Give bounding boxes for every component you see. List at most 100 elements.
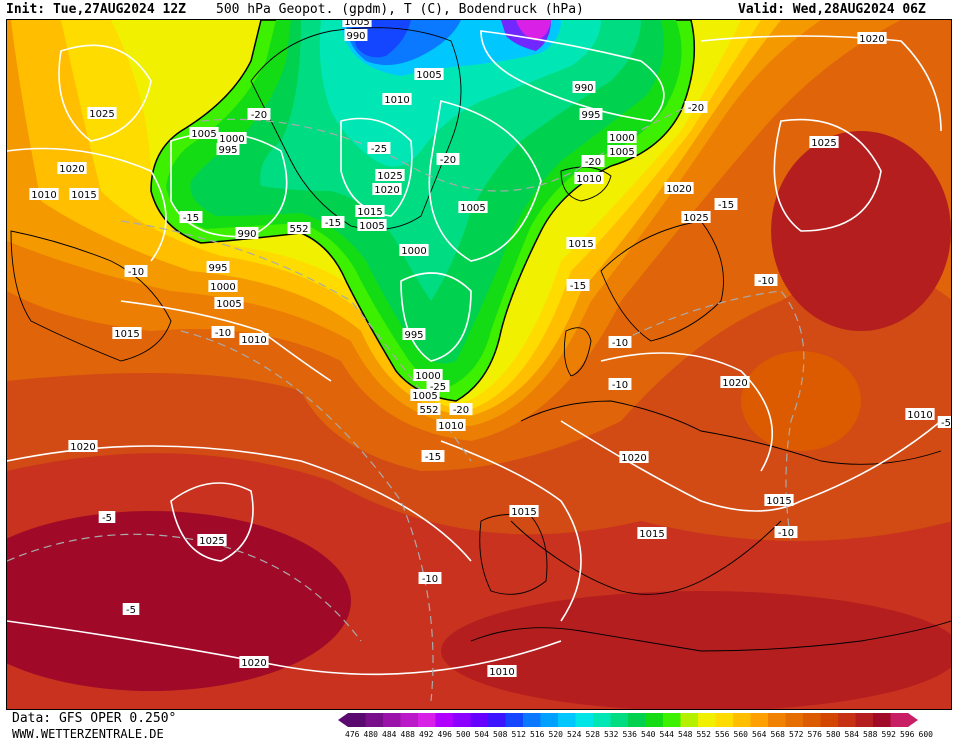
temperature-label: -10 [758,276,774,287]
temperature-label-box [98,511,116,523]
temperature-label-box [124,265,148,277]
pressure-label: 1015 [114,329,139,340]
colorbar-tick-label: 528 [585,730,600,739]
colorbar-tick-label: 564 [752,730,767,739]
pressure-label-box [619,451,649,463]
colorbar-tick-label: 580 [826,730,841,739]
geopotential-label: 552 [419,405,438,416]
colorbar-segment [453,713,471,727]
pressure-label-box [637,527,667,539]
colorbar-tick-label: 560 [733,730,748,739]
coast-iceland [560,166,612,202]
pressure-label-box [905,408,935,420]
temperature-label-box [211,326,235,338]
chart-title: 500 hPa Geopot. (gpdm), T (C), Bodendruc… [216,2,584,17]
pressure-label: 1020 [70,442,95,453]
isobar-1015-med [560,420,942,512]
temperature-label: -15 [425,452,441,463]
pressure-label-box [372,183,402,195]
pressure-label-box [607,145,637,157]
isobar-1025-canada [58,44,152,142]
colorbar-tick-label: 548 [678,730,693,739]
colorbar-tick-label: 568 [770,730,785,739]
temperature-label: -25 [430,382,446,393]
pressure-label-box [206,261,230,273]
temperature-label: -10 [778,528,794,539]
colorbar-tick-label: 596 [900,730,915,739]
coast-africa [470,620,951,652]
pressure-label: 1000 [401,246,426,257]
pressure-label-box [857,32,887,44]
pressure-label: 1020 [722,378,747,389]
colorbar-tick-label: 504 [474,730,489,739]
colorbar-segment [750,713,769,727]
temperature-label-box [321,216,345,228]
pressure-label-box [458,201,488,213]
colorbar-segment [663,713,681,727]
colorbar-tick-label: 476 [345,730,360,739]
pressure-label-box [68,440,98,452]
colorbar-tick-label: 532 [604,730,619,739]
pressure-label: 1000 [219,134,244,145]
colorbar-segment [628,713,646,727]
temperature-label: -20 [585,157,601,168]
temperature-label-box [426,380,450,392]
temperature-label: -15 [718,200,734,211]
temperature-label-box [421,450,445,462]
colorbar-tick-label: 584 [844,730,859,739]
pressure-label-box [402,328,426,340]
colorbar-segment [558,713,576,727]
colorbar-segment [610,713,629,727]
init-time: Init: Tue,27AUG2024 12Z [6,2,187,17]
pressure-label-box [69,188,99,200]
pressure-label: 1025 [377,171,402,182]
colorbar-segment [488,713,506,727]
pressure-label-box [355,205,385,217]
temperature-label: -20 [251,110,267,121]
pressure-label: 1020 [59,164,84,175]
pressure-label: 1010 [576,174,601,185]
pressure-label-box [399,244,429,256]
pressure-label: 1010 [907,410,932,421]
pressure-label-box [436,419,466,431]
colorbar-segment [505,713,524,727]
warm-core-atlantic [7,511,351,691]
temperature-label: -10 [215,328,231,339]
colorbar-tick-label: 512 [511,730,526,739]
weather-map[interactable]: 1005 990 1005 990 1010 995 1025 1005 1000 995 1000… [6,19,952,710]
isobar-1020-atlantic [7,147,167,262]
pressure-label: 1005 [191,129,216,140]
colorbar-tick-label: 572 [789,730,804,739]
colorbar-segment [715,713,734,727]
isobar-1025-greenland [340,117,413,217]
pressure-label-box [189,127,219,139]
temperature-label-box [367,142,391,154]
temperature-label: -25 [371,144,387,155]
temperature-label-box [754,274,778,286]
temperature-label-box [566,279,590,291]
coast-canada [10,230,172,362]
pressure-label: 1020 [666,184,691,195]
colorbar-segment [400,713,419,727]
pressure-label: 990 [574,83,593,94]
pressure-label-box [344,29,368,41]
colorbar-tick-label: 496 [437,730,452,739]
pressure-label-box [720,376,750,388]
pressure-label: 1015 [357,207,382,218]
colorbar-segment [575,713,594,727]
pressure-label: 1025 [199,536,224,547]
pressure-label-box [487,665,517,677]
pressure-label-box [764,494,794,506]
pressure-label-box [87,107,117,119]
pressure-label: 1005 [412,391,437,402]
pressure-label: 990 [346,31,365,42]
colorbar-segment [365,713,384,727]
pressure-label: 1020 [859,34,884,45]
pressure-label-box [574,172,604,184]
colorbar-segment [418,713,436,727]
pressure-label-box [29,188,59,200]
footer-bar: Data: GFS OPER 0.250° WWW.WETTERZENTRALE… [0,710,959,741]
colorbar-tick-label: 540 [641,730,656,739]
pressure-label: 1005 [344,20,369,28]
